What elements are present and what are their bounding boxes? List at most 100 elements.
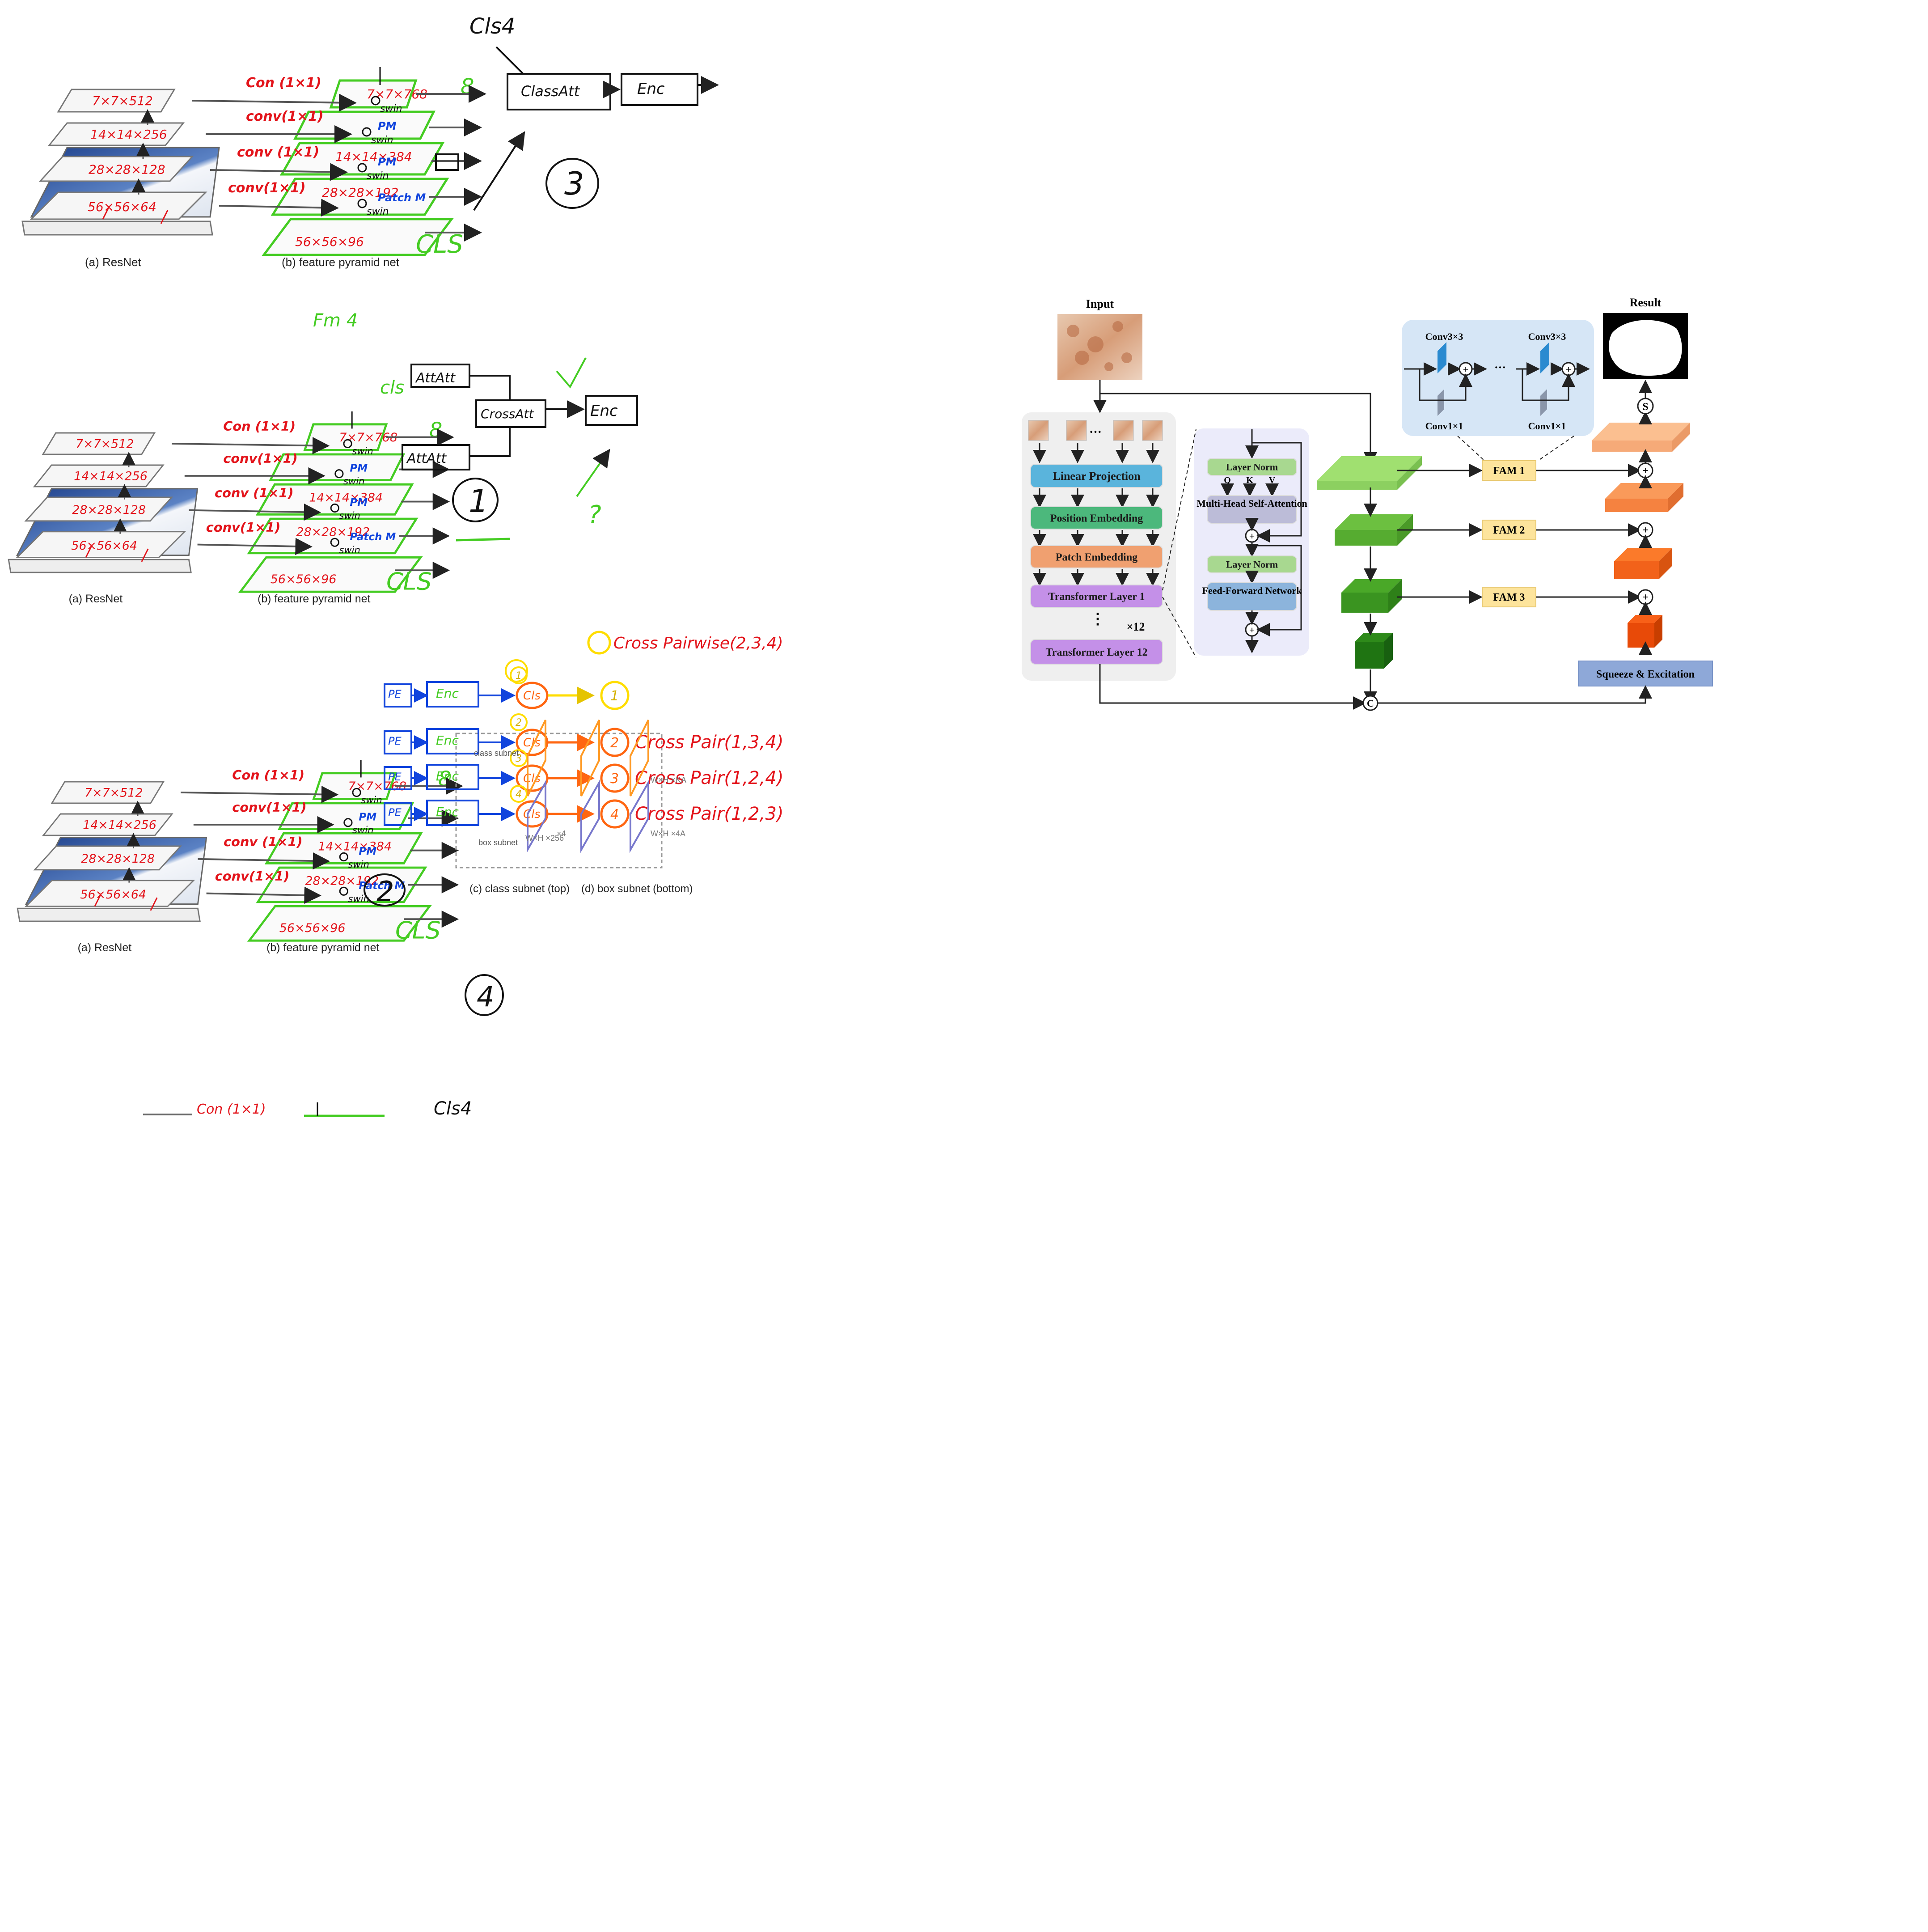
lesion-spot <box>1075 351 1089 365</box>
green-plate-1-side <box>1397 456 1422 490</box>
partial-row: Con (1×1) Cls4 <box>143 1098 472 1119</box>
lesion-spot <box>1104 362 1113 371</box>
cls-circle <box>516 764 549 792</box>
fam-box <box>1482 587 1536 607</box>
add-symbol: + <box>1249 530 1255 542</box>
swin-label: swin <box>339 544 360 555</box>
architecture-diagram: Input ··· Linear Projection Position Embedd… <box>1022 296 1713 711</box>
green-8-mark: 8 <box>461 74 474 99</box>
wh4a-label: W×H ×4A <box>651 829 685 838</box>
fpn-label: 56×56×96 <box>279 921 346 935</box>
green-plate-1-front <box>1317 481 1397 490</box>
plus-circle <box>334 469 344 479</box>
enc-label: Enc <box>436 686 459 701</box>
resnet-layer-label: 7×7×512 <box>85 786 143 800</box>
linear-projection-box <box>1030 464 1163 488</box>
orange-plate-4-side <box>1654 615 1662 648</box>
box-subnet-panel <box>527 779 546 853</box>
lesion-spot <box>1087 336 1104 352</box>
resnet-layer-plate <box>38 156 194 182</box>
resnet-layer-plate <box>42 432 156 455</box>
pe-label: PE <box>388 806 402 819</box>
result-label: Result <box>1630 296 1662 309</box>
patch-embedding-box-label: Patch Embedding <box>1056 551 1137 563</box>
transformer-layer-1-box <box>1030 585 1163 608</box>
row-number-1: 2 <box>516 717 522 729</box>
photo-base-plate <box>21 220 213 236</box>
caption-fpn: (b) feature pyramid net <box>266 941 379 954</box>
legend-circle <box>587 631 611 655</box>
fam-label: FAM 2 <box>1493 525 1525 536</box>
number4-group: 4 <box>465 974 504 1016</box>
fpn-layer-plate <box>247 517 419 555</box>
pe-label: PE <box>388 688 402 700</box>
photo-red-arrow <box>102 205 110 220</box>
linear-projection-box-label: Linear Projection <box>1053 470 1141 483</box>
conv-residual-1 <box>1419 369 1472 401</box>
att-top-label: AttAtt <box>415 370 456 386</box>
pm-label: PM <box>378 120 397 132</box>
transformer-layer-1-box-label: Transformer Layer 1 <box>1049 591 1145 602</box>
enc-box <box>621 73 698 106</box>
cls4-connector <box>495 46 524 75</box>
conv-arrow <box>197 538 313 555</box>
layer-norm-1-box-label: Layer Norm <box>1226 462 1278 473</box>
orange-plate-3-side <box>1659 548 1672 579</box>
swin-label: swin <box>367 170 389 182</box>
fam-zoom-left <box>1457 436 1485 461</box>
transformer-layer-12-box-label: Transformer Layer 12 <box>1046 647 1148 658</box>
box-subnet-panel <box>630 779 649 853</box>
conv-arrow <box>206 886 321 904</box>
caption-fpn: (b) feature pyramid net <box>282 255 400 269</box>
resnet-layer-label: 7×7×512 <box>76 437 134 451</box>
row-number-2: 3 <box>610 771 619 787</box>
qkv-label: V <box>1269 475 1276 485</box>
patch-dots: ··· <box>1089 425 1102 439</box>
conv-label: conv(1×1) <box>206 520 281 535</box>
number-label: 2 <box>376 875 394 908</box>
add-symbol: + <box>1249 624 1255 636</box>
photo-red-arrow <box>150 897 158 911</box>
qkv-label: K <box>1246 475 1253 485</box>
fpn-label: 28×28×192 <box>296 525 370 539</box>
class-att-label: ClassAtt <box>521 83 580 100</box>
conv1-block <box>1540 389 1547 416</box>
green-plate-2-front <box>1335 530 1397 546</box>
green-plate-1-top <box>1317 456 1422 481</box>
fam-label: FAM 3 <box>1493 592 1525 603</box>
whk-label: W×H ×KA <box>651 775 686 784</box>
box-subnet-panel <box>580 779 600 853</box>
row-circle <box>600 728 630 757</box>
conv3-block <box>1438 342 1446 373</box>
caption-resnet: (a) ResNet <box>85 255 141 269</box>
row-number-2: 2 <box>610 735 619 751</box>
orange-plate-3-top <box>1614 548 1672 561</box>
row-circle <box>600 799 630 829</box>
cls-label: CLS <box>416 230 463 259</box>
swin-label: swin <box>367 206 389 217</box>
conv1-label: Conv1×1 <box>1425 420 1463 432</box>
resnet-layer-plate <box>33 845 182 871</box>
plus-circle <box>352 788 361 797</box>
conv-arrow <box>192 93 357 112</box>
sigmoid-circle <box>1637 398 1654 415</box>
se-label: Squeeze & Excitation <box>1596 669 1695 680</box>
concat-to-se <box>1378 685 1652 704</box>
pm-label: PM <box>350 497 368 508</box>
resnet-layer-label: 14×14×256 <box>83 818 156 832</box>
row-number-2: 1 <box>610 688 619 704</box>
green-plate-4-side <box>1384 633 1393 669</box>
result-lesion-mask <box>1609 320 1682 376</box>
fpn-label: 14×14×384 <box>335 149 412 164</box>
patch-thumbnail <box>1028 420 1049 441</box>
conv-label: Con (1×1) <box>246 75 321 91</box>
enc-box <box>426 728 479 754</box>
pm-label: PM <box>359 811 376 823</box>
enc-label: Enc <box>436 805 459 819</box>
sketch-stacks: 7×7×51214×14×25628×28×12856×56×647×7×768… <box>8 67 486 954</box>
green-plate-4-front <box>1355 642 1384 669</box>
att-bottom-box <box>402 444 470 470</box>
resnet-layer-plate <box>24 496 173 522</box>
photo-red-arrow <box>160 210 169 224</box>
cross-pair-label: Cross Pair(1,2,3) <box>635 804 783 824</box>
